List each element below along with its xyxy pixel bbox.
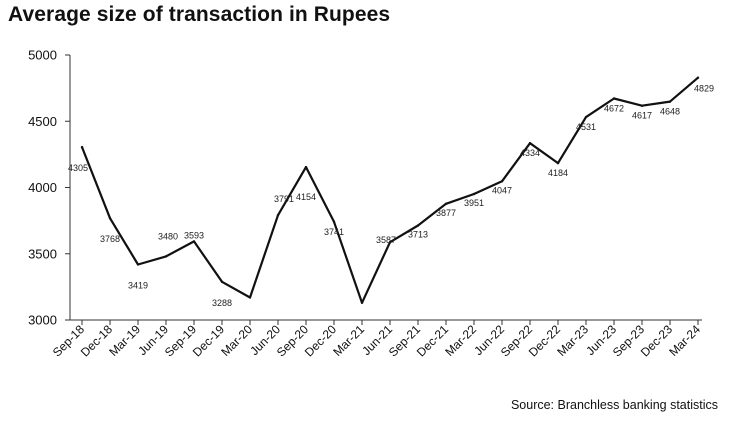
data-point — [192, 240, 196, 243]
data-label: 4047 — [492, 185, 512, 195]
y-tick-label: 4000 — [28, 180, 57, 195]
data-label: 4531 — [576, 122, 596, 132]
y-tick-label: 4500 — [28, 114, 57, 129]
data-point — [444, 202, 448, 205]
data-label: 4154 — [296, 192, 316, 202]
data-label: 3288 — [212, 298, 232, 308]
data-label: 3587 — [376, 235, 396, 245]
data-label: 3419 — [128, 280, 148, 290]
data-point — [304, 165, 308, 169]
y-tick-label: 3500 — [28, 246, 57, 261]
chart-title: Average size of transaction in Rupees — [8, 3, 391, 26]
data-label: 4305 — [68, 163, 88, 173]
data-label: 4617 — [632, 111, 652, 121]
data-point — [360, 301, 364, 304]
data-point — [668, 100, 672, 103]
y-tick-label: 5000 — [28, 48, 57, 63]
source-note: Source: Branchless banking statistics — [510, 398, 718, 412]
data-label: 3877 — [436, 208, 456, 218]
data-label: 3768 — [100, 234, 120, 244]
data-point — [584, 115, 588, 119]
data-point — [136, 263, 140, 266]
data-label: 4672 — [604, 103, 624, 113]
x-tick-label: Mar-22 — [442, 322, 479, 359]
data-point — [556, 161, 560, 165]
data-label: 3951 — [464, 198, 484, 208]
data-point — [388, 241, 392, 244]
data-point — [332, 220, 336, 224]
data-label: 4648 — [660, 107, 680, 117]
x-tick-label: Mar-19 — [106, 322, 143, 359]
data-point — [640, 104, 644, 107]
data-point — [416, 224, 420, 227]
x-tick-label: Mar-24 — [666, 322, 703, 359]
x-tick-label: Mar-21 — [330, 322, 367, 359]
data-point — [80, 145, 84, 149]
data-point — [164, 255, 168, 258]
data-label: 4829 — [694, 84, 714, 94]
y-tick-label: 3000 — [28, 313, 57, 328]
x-tick-label: Mar-20 — [218, 322, 255, 359]
data-label: 3593 — [184, 230, 204, 240]
x-tick-label: Mar-23 — [554, 322, 591, 359]
data-point — [220, 280, 224, 284]
data-point — [500, 180, 504, 183]
data-label: 4334 — [520, 148, 540, 158]
data-label: 3713 — [408, 230, 428, 240]
data-point — [612, 97, 616, 100]
data-label: 4184 — [548, 168, 568, 178]
data-point — [248, 296, 252, 299]
data-point — [696, 76, 700, 79]
data-label: 3791 — [274, 194, 294, 204]
data-point — [472, 192, 476, 196]
data-label: 3741 — [324, 227, 344, 237]
data-label: 3480 — [158, 231, 178, 241]
data-point — [108, 217, 112, 220]
data-point — [276, 213, 280, 217]
data-point — [528, 142, 532, 145]
